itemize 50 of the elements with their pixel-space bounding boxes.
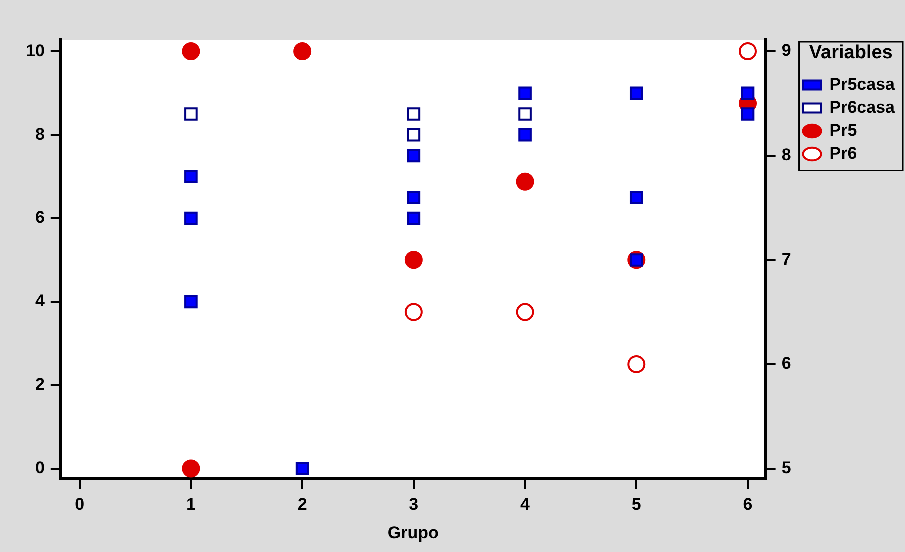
x-axis-title: Grupo (388, 523, 439, 542)
y-tick-label: 0 (35, 458, 45, 478)
point (407, 108, 421, 121)
point (407, 128, 421, 142)
point (741, 86, 755, 100)
y2-tick-label: 6 (782, 354, 792, 374)
legend-title: Variables (809, 42, 893, 64)
legend-label: Pr5 (830, 120, 858, 140)
point (184, 295, 198, 309)
x-tick-label: 2 (298, 495, 308, 514)
point (404, 251, 423, 270)
x-tick-label: 0 (75, 495, 85, 514)
legend-label: Pr5casa (830, 74, 896, 94)
point (516, 172, 534, 191)
point (518, 86, 532, 100)
y-tick-label: 10 (26, 41, 45, 60)
y2-tick-label: 5 (782, 458, 792, 478)
point (184, 108, 198, 121)
y2-tick-label: 9 (782, 41, 792, 60)
point (404, 303, 423, 322)
point (182, 42, 200, 60)
point (407, 191, 421, 204)
x-tick-label: 6 (743, 495, 753, 514)
point (407, 149, 421, 163)
x-tick-label: 1 (186, 495, 196, 514)
y-tick-label: 2 (35, 375, 45, 394)
legend-label: Pr6casa (830, 98, 896, 117)
x-tick-label: 5 (632, 495, 642, 514)
point (407, 212, 421, 226)
point (741, 108, 755, 121)
point (630, 191, 644, 204)
y-tick-label: 6 (35, 208, 45, 228)
point (628, 355, 646, 374)
y-tick-label: 8 (35, 124, 45, 144)
point (294, 42, 312, 60)
point (518, 128, 532, 142)
y-tick-label: 4 (35, 292, 46, 311)
y2-tick-label: 7 (782, 250, 792, 269)
y2-tick-label: 8 (782, 145, 792, 164)
point (518, 108, 532, 121)
point (182, 460, 200, 478)
x-tick-label: 3 (409, 495, 419, 514)
point (296, 462, 310, 476)
legend-label: Pr6 (830, 144, 858, 163)
point (184, 170, 198, 184)
point (630, 86, 644, 100)
point (184, 212, 198, 226)
x-tick-label: 4 (520, 495, 531, 514)
point (739, 42, 757, 60)
point (516, 303, 534, 322)
